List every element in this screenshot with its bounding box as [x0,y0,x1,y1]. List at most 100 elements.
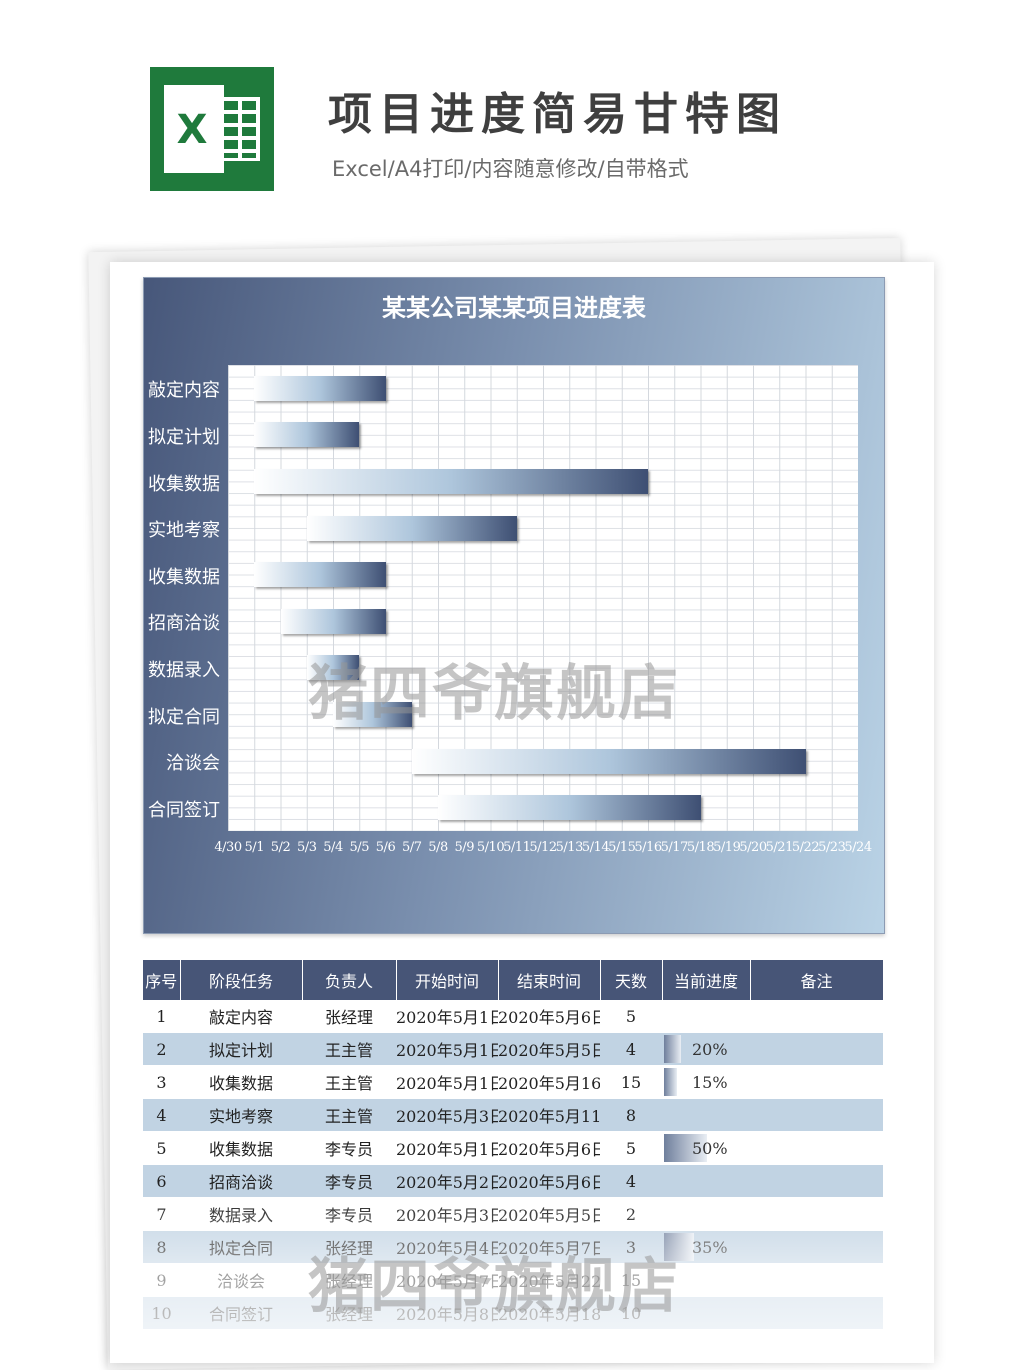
category-label: 敲定内容 [148,380,220,402]
excel-logo-icon: X [150,67,274,191]
col-header-owner: 负责人 [302,960,397,1000]
table-row: 6 招商洽谈 李专员 2020年5月2日 2020年5月6日 4 [143,1164,883,1198]
cell-days: 3 [600,1230,662,1264]
cell-start: 2020年5月1日 [396,1065,498,1099]
progress-bar [664,1068,677,1096]
cell-end: 2020年5月6日 [498,1000,600,1033]
progress-table: 序号 阶段任务 负责人 开始时间 结束时间 天数 当前进度 备注 1 敲定内容 张经… [143,960,884,1330]
gantt-bar [306,655,360,681]
cell-owner: 李专员 [302,1197,396,1231]
x-tick-label: 5/23 [818,840,846,855]
table-row: 2 拟定计划 王主管 2020年5月1日 2020年5月5日 4 20% [143,1032,883,1066]
cell-notes [750,1032,883,1066]
cell-end: 2020年5月6日 [498,1164,600,1198]
category-label: 招商洽谈 [148,613,220,635]
cell-task: 洽谈会 [180,1263,302,1297]
cell-notes [750,1263,883,1297]
col-header-notes: 备注 [750,960,884,1000]
cell-days: 15 [600,1065,662,1099]
cell-notes [750,1197,883,1231]
gantt-bar [254,562,386,588]
cell-progress [662,1098,750,1132]
cell-no: 10 [143,1296,180,1330]
col-header-days: 天数 [600,960,663,1000]
cell-end: 2020年5月5日 [498,1197,600,1231]
x-tick-label: 5/10 [476,840,505,855]
x-tick-label: 5/21 [765,840,794,855]
cell-start: 2020年5月1日 [396,1032,498,1066]
x-tick-label: 5/7 [402,840,422,855]
cell-notes [750,1131,883,1165]
cell-notes [750,1164,883,1198]
table-row: 10合同签订张经理2020年5月8日2020年5月18日10 [143,1296,883,1330]
table-header-row: 序号 阶段任务 负责人 开始时间 结束时间 天数 当前进度 备注 [143,960,884,1000]
x-tick-label: 5/22 [791,840,820,855]
cell-days: 4 [600,1032,662,1066]
cell-owner: 张经理 [302,1230,396,1264]
cell-no: 6 [143,1164,180,1198]
cell-end: 2020年5月11日 [498,1098,600,1132]
cell-days: 4 [600,1164,662,1198]
cell-days: 8 [600,1098,662,1132]
cell-days: 2 [600,1197,662,1231]
gantt-bar [333,702,412,727]
cell-start: 2020年5月3日 [396,1197,498,1231]
progress-label: 20% [692,1040,728,1059]
category-label: 实地考察 [148,520,220,542]
cell-task: 数据录入 [180,1197,302,1231]
x-tick-label: 5/16 [634,840,662,855]
cell-no: 8 [143,1230,180,1264]
gantt-bar [438,795,701,821]
cell-end: 2020年5月5日 [498,1032,600,1066]
cell-task: 合同签订 [180,1296,302,1330]
x-tick-label: 5/11 [503,840,531,855]
cell-progress: 35% [662,1230,750,1264]
cell-task: 招商洽谈 [180,1164,302,1198]
x-tick-label: 5/13 [555,840,584,855]
cell-task: 收集数据 [180,1065,302,1099]
col-header-end: 结束时间 [498,960,601,1000]
x-tick-label: 5/12 [529,840,557,855]
category-label: 收集数据 [148,473,220,495]
cell-start: 2020年5月8日 [396,1296,498,1330]
cell-owner: 张经理 [302,1296,396,1330]
plot-area [228,365,858,831]
x-tick-label: 4/30 [214,840,242,855]
cell-progress [662,1296,750,1330]
x-tick-label: 5/24 [844,840,872,855]
table-row: 8 拟定合同 张经理 2020年5月4日 2020年5月7日 3 35% [143,1230,883,1264]
col-header-no: 序号 [143,960,181,1000]
x-tick-label: 5/6 [375,840,396,855]
cell-end: 2020年5月6日 [498,1131,600,1165]
cell-start: 2020年5月3日 [396,1098,498,1132]
category-label: 数据录入 [148,659,220,681]
page-title: 项目进度简易甘特图 [328,89,787,140]
cell-progress [662,1000,750,1033]
cell-task: 拟定计划 [180,1032,302,1066]
table-row: 5 收集数据 李专员 2020年5月1日 2020年5月6日 5 50% [143,1131,883,1165]
gantt-bar [280,608,386,634]
x-tick-label: 5/5 [349,840,370,855]
cell-task: 实地考察 [180,1098,302,1132]
gantt-chart: 某某公司某某项目进度表 敲定内容 拟定计划 收集数据 实地考察 收集数据 招商洽谈 数据录入… [143,277,885,934]
cell-owner: 李专员 [302,1164,396,1198]
col-header-task: 阶段任务 [180,960,303,1000]
progress-label: 15% [692,1073,728,1092]
table-row: 4实地考察王主管2020年5月3日2020年5月11日8 [143,1098,883,1132]
category-label: 合同签订 [148,799,220,821]
x-tick-label: 5/14 [581,840,610,855]
cell-notes [750,1065,883,1099]
x-tick-label: 5/3 [297,840,317,855]
table-row: 7 数据录入 李专员 2020年5月3日 2020年5月5日 2 [143,1197,883,1231]
cell-end: 2020年5月16日 [498,1065,600,1099]
gantt-bar [254,469,648,494]
page-subtitle: Excel/A4打印/内容随意修改/自带格式 [332,157,689,181]
cell-task: 敲定内容 [180,1000,302,1033]
x-tick-label: 5/18 [686,840,715,855]
cell-start: 2020年5月1日 [396,1131,498,1165]
excel-logo-letter: X [177,107,208,153]
cell-task: 拟定合同 [180,1230,302,1264]
col-header-start: 开始时间 [396,960,499,1000]
cell-owner: 王主管 [302,1098,396,1132]
progress-bar [664,1035,681,1063]
